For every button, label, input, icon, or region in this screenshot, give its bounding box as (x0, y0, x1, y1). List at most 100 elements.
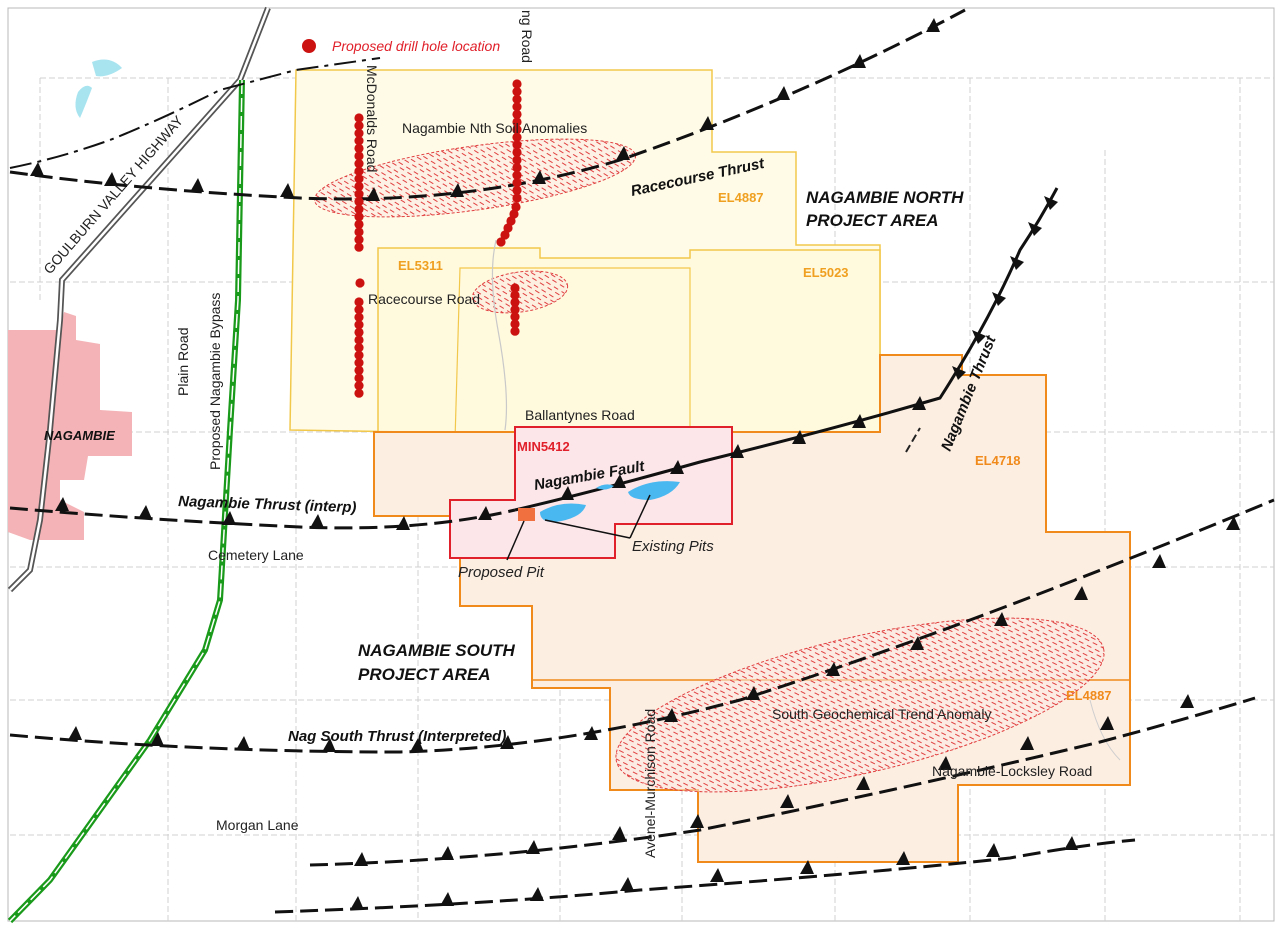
existing-pit-2 (628, 481, 680, 500)
drill-hole (354, 174, 364, 184)
nagambie-town-area (8, 312, 132, 540)
existing-pits-label: Existing Pits (632, 538, 714, 555)
pit-leaders (506, 494, 651, 561)
drill-hole (496, 237, 506, 247)
el4718-label: EL4718 (975, 453, 1021, 468)
drill-hole (512, 163, 522, 173)
drill-hole (354, 143, 364, 153)
minor-line (905, 427, 921, 453)
drill-hole (354, 388, 364, 398)
drill-hole (512, 94, 522, 104)
drill-hole (512, 117, 522, 127)
cemetery-lane-label: Cemetery Lane (208, 547, 304, 563)
south-area-label-1: NAGAMBIE SOUTH (358, 641, 516, 660)
thrust-teeth (30, 18, 1240, 910)
thrust-lines (9, 8, 1275, 914)
creek-line (1089, 699, 1121, 761)
drill-hole (354, 242, 364, 252)
proposed-pit (518, 508, 535, 521)
ballantynes-road-label: Ballantynes Road (525, 407, 635, 423)
drill-hole (510, 297, 520, 307)
drill-hole (512, 193, 522, 203)
drill-hole (354, 373, 364, 383)
drill-hole (354, 181, 364, 191)
drill-hole (354, 327, 364, 337)
drill-hole (512, 102, 522, 112)
drill-hole (510, 305, 520, 315)
drill-hole (500, 230, 510, 240)
drill-hole (354, 151, 364, 161)
drill-hole (510, 326, 520, 336)
upper-dashdot-line (9, 57, 381, 169)
drill-hole (512, 185, 522, 195)
southern-thrust-line-1 (309, 696, 1256, 867)
racecourse-road-label: Racecourse Road (368, 291, 480, 307)
drill-hole (354, 297, 364, 307)
drill-hole (512, 132, 522, 142)
drill-hole (354, 235, 364, 245)
drill-hole (354, 204, 364, 214)
drill-hole (506, 216, 516, 226)
el5311-label: EL5311 (398, 258, 443, 273)
drill-hole (354, 227, 364, 237)
pits (518, 481, 680, 523)
southern-thrust-line-2 (274, 838, 1136, 914)
south-anomaly-label: South Geochemical Trend Anomaly (772, 706, 991, 722)
drill-hole (512, 170, 522, 180)
plain-road-label: Plain Road (175, 328, 191, 397)
drill-hole (510, 283, 520, 293)
nagambie-thrust-interp-line (9, 506, 516, 530)
ng-road-label: ng Road (519, 10, 535, 63)
drill-hole (354, 128, 364, 138)
drill-hole (354, 335, 364, 345)
drill-hole (354, 343, 364, 353)
drill-hole (510, 319, 520, 329)
drill-hole (512, 109, 522, 119)
legend-drill-hole-label: Proposed drill hole location (332, 38, 500, 54)
drill-hole (354, 197, 364, 207)
drill-hole (354, 320, 364, 330)
drill-hole (509, 209, 519, 219)
small-anomaly-ellipse (471, 270, 569, 314)
drill-hole (510, 290, 520, 300)
drill-hole (354, 219, 364, 229)
drill-hole (503, 223, 513, 233)
nagambie-fault-line (514, 187, 1059, 512)
el4887-south-label: EL4887 (1066, 688, 1112, 703)
drill-hole (512, 87, 522, 97)
drill-hole (354, 159, 364, 169)
drill-hole (354, 189, 364, 199)
mcdonalds-road-label: McDonalds Road (364, 65, 380, 172)
drill-hole (510, 312, 520, 322)
south-area-label-2: PROJECT AREA (358, 665, 491, 684)
drill-hole (354, 136, 364, 146)
nagambie-locksley-road-label: Nagambie-Locksley Road (932, 763, 1092, 779)
nag-south-thrust-line (9, 498, 1275, 754)
north-anomaly-label: Nagambie Nth Soil Anomalies (402, 120, 587, 136)
south-geochem-anomaly-ellipse (615, 617, 1105, 793)
north-area-label-2: PROJECT AREA (806, 211, 939, 230)
drill-hole (512, 147, 522, 157)
drill-hole (354, 312, 364, 322)
morgan-lane-label: Morgan Lane (216, 817, 299, 833)
drill-hole (354, 121, 364, 131)
drill-hole (512, 178, 522, 188)
drill-hole (354, 350, 364, 360)
drill-hole (512, 155, 522, 165)
min5412-label: MIN5412 (517, 439, 570, 454)
drill-hole (511, 202, 521, 212)
drill-hole (354, 381, 364, 391)
drill-hole (355, 278, 365, 288)
legend-drill-hole-symbol (302, 39, 316, 53)
proposed-drill-holes (354, 79, 522, 398)
nagambie-thrust-interp-label: Nagambie Thrust (interp) (178, 493, 357, 516)
drill-hole (354, 113, 364, 123)
racecourse-thrust-line (9, 8, 966, 201)
bypass-label: Proposed Nagambie Bypass (207, 293, 223, 470)
nagambie-town-label: NAGAMBIE (44, 428, 115, 443)
proposed-pit-label: Proposed Pit (458, 564, 545, 581)
gully-road (491, 239, 508, 431)
drill-hole (354, 358, 364, 368)
north-area-label-1: NAGAMBIE NORTH (806, 188, 964, 207)
